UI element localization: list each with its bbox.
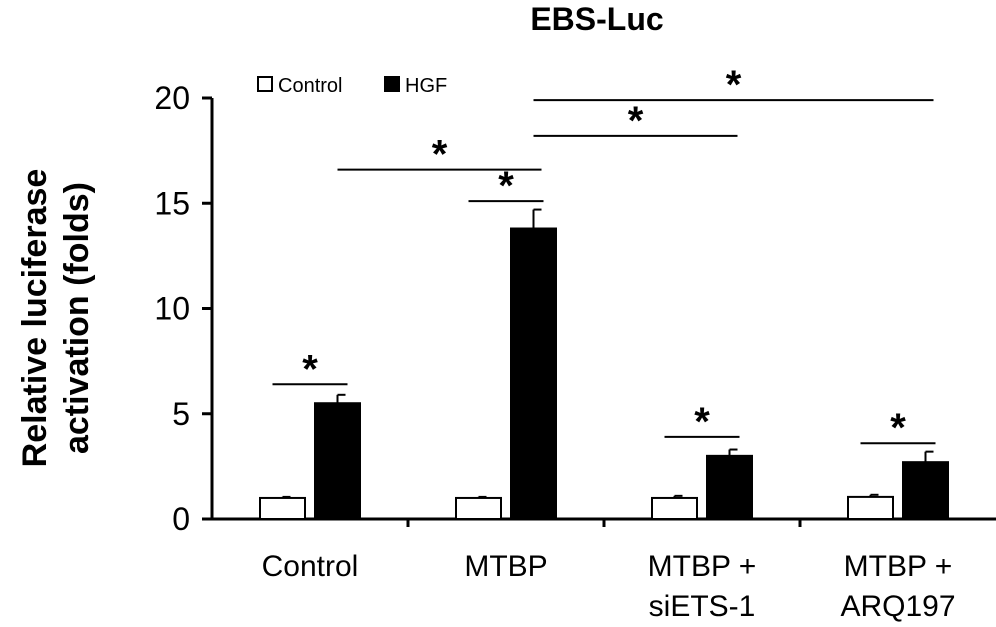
- bar-hgf: [510, 227, 557, 520]
- chart-title: EBS-Luc: [530, 1, 663, 37]
- y-tick-label: 15: [154, 185, 190, 221]
- axes: 0 5 10 15 20 Control MTBP MTBP + siETS-1 MTBP + AR…: [154, 80, 996, 623]
- significance-star: *: [432, 133, 448, 177]
- bar-control: [455, 496, 502, 521]
- x-tick-label: ARQ197: [840, 590, 955, 623]
- bar-control: [259, 496, 306, 521]
- significance-star: *: [726, 63, 742, 107]
- x-tick-label: MTBP +: [844, 550, 953, 583]
- legend-label-hgf: HGF: [405, 75, 447, 97]
- x-tick-label: siETS-1: [649, 590, 756, 623]
- bar-hgf: [902, 461, 949, 521]
- legend-swatch-hgf: [384, 76, 400, 92]
- bars: [259, 208, 949, 521]
- significance-annotations: * * * * * * *: [272, 63, 936, 450]
- significance-star: *: [694, 400, 710, 444]
- y-axis-label: Relative luciferase activation (folds): [16, 169, 96, 468]
- bar-control: [651, 496, 698, 521]
- y-axis-label-line-1: Relative luciferase: [16, 169, 54, 468]
- y-axis-label-line-2: activation (folds): [58, 182, 96, 454]
- x-tick-label: MTBP: [464, 550, 547, 583]
- bar-hgf: [706, 454, 753, 521]
- x-tick-label: Control: [262, 550, 359, 583]
- legend-label-control: Control: [278, 75, 342, 97]
- bar-control: [847, 495, 894, 520]
- significance-star: *: [498, 164, 514, 208]
- legend-swatch-control: [257, 76, 273, 92]
- y-tick-label: 0: [172, 501, 190, 537]
- x-tick-label: MTBP +: [648, 550, 757, 583]
- legend: Control HGF: [257, 75, 447, 97]
- y-tick-label: 20: [154, 80, 190, 116]
- bar-hgf: [314, 402, 361, 521]
- y-tick-label: 10: [154, 291, 190, 327]
- y-tick-label: 5: [172, 396, 190, 432]
- significance-star: *: [628, 99, 644, 143]
- significance-star: *: [890, 406, 906, 450]
- significance-star: *: [302, 347, 318, 391]
